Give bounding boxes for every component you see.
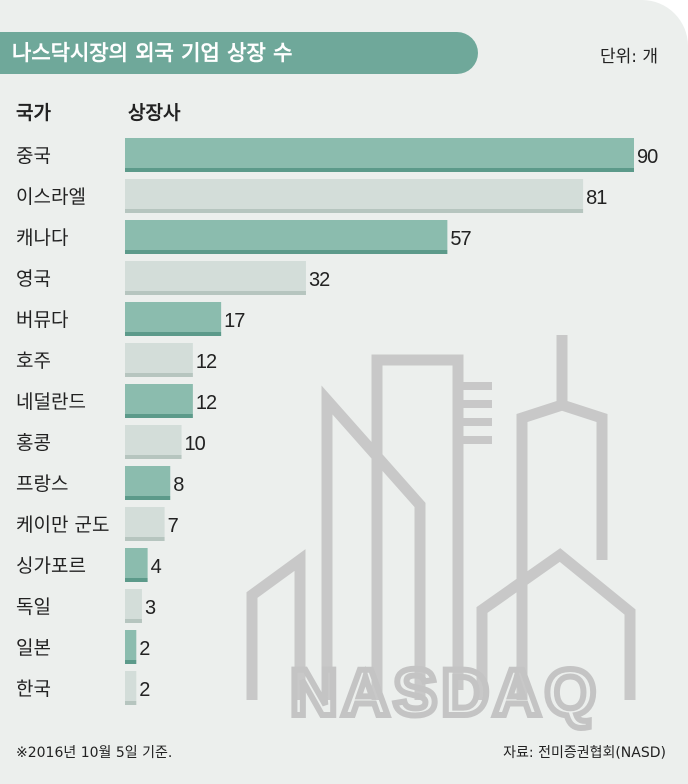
bar-edge [125,578,148,582]
bar [125,220,448,250]
value-label: 10 [185,433,206,455]
bar [125,548,148,578]
bar-group: 중국 90 [16,138,659,172]
category-label: 케이만 군도 [16,514,109,536]
bar-group: 케이만 군도 7 [16,507,180,541]
bar [125,179,584,209]
bar-group: 독일 3 [16,589,157,623]
bar [125,671,137,701]
chart-title: 나스닥시장의 외국 기업 상장 수 [12,41,293,65]
bar [125,466,171,496]
bar-group: 이스라엘 81 [16,179,608,213]
value-label: 4 [151,556,162,578]
bar-edge [125,701,137,705]
bar-edge [125,332,222,336]
value-label: 7 [168,515,179,537]
category-label: 프랑스 [16,473,68,495]
unit-label: 단위: 개 [599,47,658,67]
bar-group: 홍콩 10 [16,425,207,459]
value-label: 8 [173,474,184,496]
bar [125,425,182,455]
bar-edge [125,168,634,172]
bar-group: 버뮤다 17 [16,302,246,336]
value-label: 2 [139,679,150,701]
bar-group: 네덜란드 12 [16,384,218,418]
category-label: 이스라엘 [16,186,86,208]
category-label: 한국 [16,678,51,700]
value-label: 12 [196,392,217,414]
source-note: 자료: 전미증권협회(NASD) [503,745,666,761]
value-label: 90 [637,146,658,168]
category-label: 버뮤다 [16,309,68,331]
bar [125,343,193,373]
title-bar: 나스닥시장의 외국 기업 상장 수 [0,32,478,74]
bar [125,138,634,168]
bar [125,384,193,414]
bar [125,589,142,619]
bar-edge [125,455,182,459]
category-label: 일본 [16,637,51,659]
bar-group: 한국 2 [16,671,151,705]
value-label: 2 [139,638,150,660]
bar [125,630,137,660]
bar [125,261,306,291]
category-label: 독일 [16,596,51,618]
value-label: 57 [450,228,471,250]
category-label: 중국 [16,145,51,167]
value-label: 12 [196,351,217,373]
bar-edge [125,414,193,418]
bar-group: 프랑스 8 [16,466,185,500]
country-column-header: 국가 [16,102,51,124]
category-label: 싱가포르 [16,555,86,577]
bar-group: 호주 12 [16,343,218,377]
bar [125,302,222,332]
bar-edge [125,250,448,254]
bar-edge [125,373,193,377]
bar-group: 캐나다 57 [16,220,472,254]
category-label: 캐나다 [16,227,68,249]
bar-edge [125,209,584,213]
bar-edge [125,537,165,541]
footnote: ※2016년 10월 5일 기준. [16,745,173,761]
value-label: 17 [224,310,245,332]
category-label: 홍콩 [16,432,51,454]
bar-group: 싱가포르 4 [16,548,163,582]
count-column-header: 상장사 [128,102,181,124]
bar-group: 영국 32 [16,261,331,295]
value-label: 32 [309,269,330,291]
category-label: 네덜란드 [16,391,86,413]
bar-edge [125,291,306,295]
value-label: 81 [586,187,607,209]
bar-group: 일본 2 [16,630,151,664]
bar [125,507,165,537]
bar-edge [125,619,142,623]
bar-edge [125,496,171,500]
bar-edge [125,660,137,664]
watermark-text: NASDAQ [290,655,600,729]
category-label: 영국 [16,268,51,290]
value-label: 3 [145,597,156,619]
category-label: 호주 [16,350,51,372]
